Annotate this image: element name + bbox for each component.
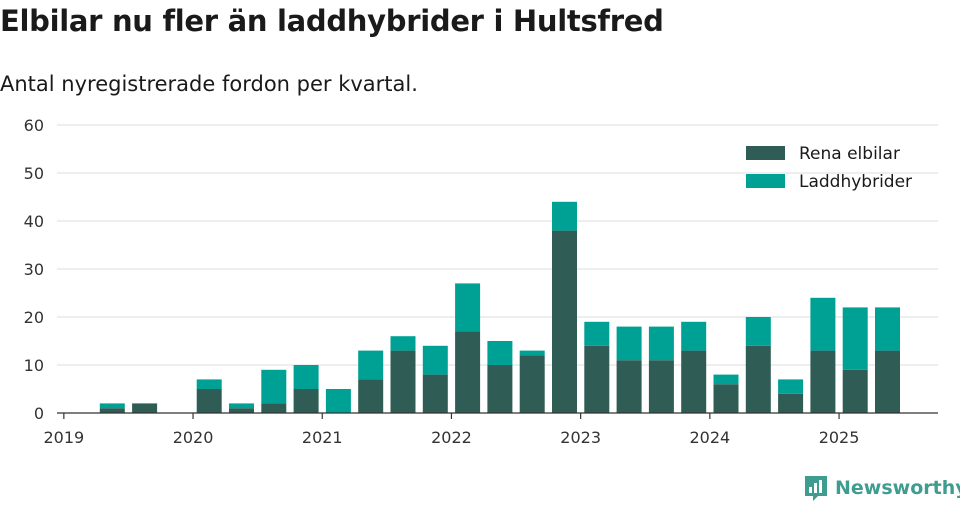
bar-rena-elbilar xyxy=(745,345,771,413)
chart-title: Elbilar nu fler än laddhybrider i Hultsf… xyxy=(0,4,664,38)
x-tick-label: 2023 xyxy=(560,428,601,447)
bar-rena-elbilar xyxy=(875,350,900,413)
bar-rena-elbilar xyxy=(390,350,416,413)
bar-laddhybrider xyxy=(196,379,222,389)
bar-laddhybrider xyxy=(616,326,642,361)
bar-laddhybrider xyxy=(519,350,545,356)
axes: 0 10 20 30 40 50 60 2019 2020 2021 2022 2023 2024 202… xyxy=(24,116,938,447)
brand-name: Newsworthy xyxy=(835,477,960,499)
bar-rena-elbilar xyxy=(293,389,319,413)
bar-rena-elbilar xyxy=(713,384,739,413)
bar-rena-elbilar xyxy=(648,360,674,413)
legend: Rena elbilar Laddhybrider xyxy=(746,144,912,192)
bar-rena-elbilar xyxy=(229,408,254,413)
x-tick-label: 2021 xyxy=(302,428,343,447)
bar-laddhybrider xyxy=(422,345,448,375)
bar-laddhybrider xyxy=(455,283,481,332)
y-tick-label: 10 xyxy=(24,356,44,375)
bar-laddhybrider xyxy=(229,403,254,409)
bar-rena-elbilar xyxy=(584,345,610,413)
bar-laddhybrider xyxy=(552,201,577,231)
bar-laddhybrider xyxy=(293,365,319,389)
y-tick-label: 60 xyxy=(24,116,44,135)
y-tick-label: 20 xyxy=(24,308,44,327)
bars xyxy=(99,201,900,413)
bar-laddhybrider xyxy=(842,307,868,370)
bar-rena-elbilar xyxy=(422,374,448,413)
legend-label: Rena elbilar xyxy=(799,144,900,164)
bar-rena-elbilar xyxy=(358,379,384,413)
bar-laddhybrider xyxy=(584,321,610,346)
x-tick-label: 2020 xyxy=(173,428,214,447)
x-tick-label: 2022 xyxy=(431,428,472,447)
bar-laddhybrider xyxy=(487,341,513,365)
bar-laddhybrider xyxy=(713,374,739,385)
bar-rena-elbilar xyxy=(842,369,868,413)
bar-laddhybrider xyxy=(325,389,351,413)
y-tick-label: 0 xyxy=(34,404,44,423)
chart-subtitle: Antal nyregistrerade fordon per kvartal. xyxy=(0,72,418,96)
x-tick-label: 2024 xyxy=(689,428,730,447)
legend-swatch xyxy=(746,146,785,160)
bar-rena-elbilar xyxy=(487,365,513,413)
y-tick-label: 30 xyxy=(24,260,44,279)
bar-rena-elbilar xyxy=(455,331,481,413)
bar-rena-elbilar xyxy=(99,408,125,413)
bar-laddhybrider xyxy=(810,297,836,351)
bar-laddhybrider xyxy=(875,307,900,351)
newsworthy-logo[interactable]: Newsworthy xyxy=(803,474,960,502)
legend-label: Laddhybrider xyxy=(799,172,912,192)
bar-laddhybrider xyxy=(99,403,125,409)
bar-rena-elbilar xyxy=(261,403,287,413)
legend-swatch xyxy=(746,174,785,188)
bar-laddhybrider xyxy=(390,336,416,351)
y-tick-label: 40 xyxy=(24,212,44,231)
bar-rena-elbilar xyxy=(196,389,222,413)
bar-laddhybrider xyxy=(261,369,287,404)
bar-rena-elbilar xyxy=(681,350,707,413)
x-tick-label: 2025 xyxy=(819,428,860,447)
bar-laddhybrider xyxy=(358,350,384,380)
bar-laddhybrider xyxy=(745,317,771,346)
bar-rena-elbilar xyxy=(778,393,804,413)
y-tick-label: 50 xyxy=(24,164,44,183)
bar-laddhybrider xyxy=(778,379,804,394)
bar-rena-elbilar xyxy=(132,403,158,413)
bar-rena-elbilar xyxy=(616,360,642,413)
bar-laddhybrider xyxy=(648,326,674,361)
bar-rena-elbilar xyxy=(552,230,577,413)
bar-rena-elbilar xyxy=(810,350,836,413)
x-tick-label: 2019 xyxy=(43,428,84,447)
newsworthy-logo-icon xyxy=(805,476,827,501)
bar-rena-elbilar xyxy=(519,355,545,413)
bar-laddhybrider xyxy=(681,321,707,351)
